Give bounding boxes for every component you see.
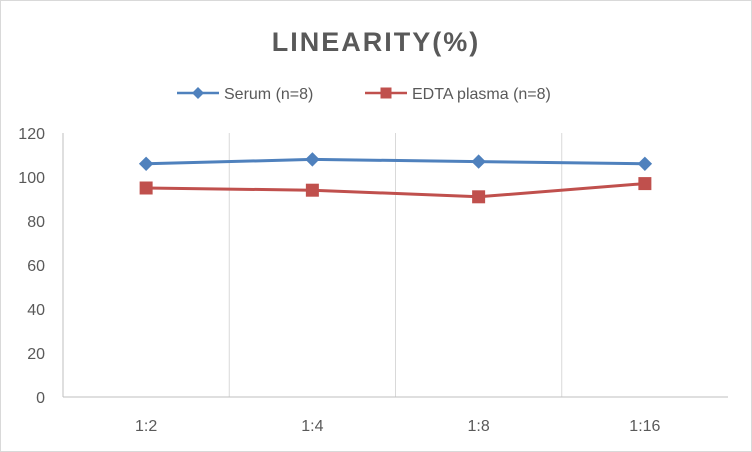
y-tick-20: 20 [27,346,45,363]
x-tick-3: 1:8 [468,418,490,435]
x-tick-4: 1:16 [629,418,660,435]
point-serum-3 [471,154,486,169]
legend-label-edta-plasma: EDTA plasma (n=8) [412,86,551,103]
y-tick-60: 60 [27,258,45,275]
series-line-serum [146,157,645,166]
y-tick-100: 100 [18,170,45,187]
plot-area: 0 20 40 60 80 100 120 1:2 1:4 1:8 1:16 [18,126,728,435]
y-tick-80: 80 [27,214,45,231]
point-edta-plasma-2 [305,183,319,197]
legend: Serum (n=8) EDTA plasma (n=8) [177,86,551,103]
x-tick-2: 1:4 [301,418,323,435]
y-tick-40: 40 [27,302,45,319]
legend-marker-edta-plasma [380,87,392,99]
legend-label-serum: Serum (n=8) [224,86,313,103]
y-tick-120: 120 [18,126,45,143]
point-serum-1 [138,156,154,172]
point-edta-plasma-4 [638,177,652,191]
y-tick-0: 0 [36,390,45,407]
point-serum-4 [637,156,653,172]
x-tick-1: 1:2 [135,418,157,435]
legend-item-serum: Serum (n=8) [177,86,313,103]
chart-title: LINEARITY(%) [272,27,481,57]
point-edta-plasma-1 [139,181,153,195]
series-line-edta-plasma [146,182,645,199]
point-edta-plasma-3 [472,190,486,204]
legend-marker-serum [192,87,204,99]
point-serum-2 [305,152,320,167]
legend-item-edta-plasma: EDTA plasma (n=8) [365,86,551,103]
